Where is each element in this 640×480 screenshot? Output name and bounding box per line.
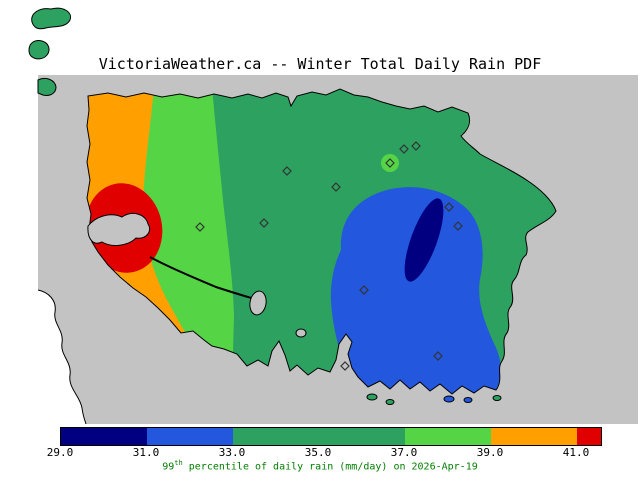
- station-marker: [453, 221, 463, 231]
- station-marker: [340, 361, 350, 371]
- colorbar-segment: [61, 428, 147, 445]
- no-data-land: [38, 290, 86, 424]
- station-markers: [195, 141, 463, 371]
- colorbar-segment: [405, 428, 491, 445]
- small-lake: [295, 328, 307, 338]
- station-marker: [433, 351, 443, 361]
- colorbar-tick: 35.0: [304, 446, 332, 459]
- inlet-channel: [149, 256, 259, 301]
- colorbar-segment: [147, 428, 233, 445]
- station-marker: [411, 141, 421, 151]
- island-fragment: [31, 7, 72, 30]
- colorbar-tick: 31.0: [132, 446, 160, 459]
- island-fragment: [37, 77, 57, 96]
- colorbar-tick: 29.0: [46, 446, 74, 459]
- caption-ordinal: th: [174, 459, 183, 467]
- station-marker: [282, 166, 292, 176]
- contour-region-blue: [330, 187, 501, 394]
- west-bay: [87, 213, 151, 246]
- map-title: VictoriaWeather.ca -- Winter Total Daily…: [98, 55, 542, 73]
- colorbar-caption: 99th percentile of daily rain (mm/day) o…: [0, 459, 640, 472]
- caption-number: 99: [162, 461, 175, 473]
- no-data-coastline: [37, 289, 87, 425]
- island: [385, 399, 395, 405]
- station-marker: [331, 182, 341, 192]
- station-marker: [195, 222, 205, 232]
- coastline: [86, 88, 557, 395]
- island: [443, 395, 455, 403]
- colorbar-segment: [233, 428, 319, 445]
- station-marker: [399, 144, 409, 154]
- island: [492, 395, 502, 401]
- station-marker: [359, 285, 369, 295]
- lake: [249, 290, 267, 316]
- station-marker: [259, 218, 269, 228]
- station-marker: [444, 202, 454, 212]
- island: [366, 393, 378, 401]
- station-marker: [385, 158, 395, 168]
- colorbar-segment: [577, 428, 601, 445]
- colorbar-tick: 39.0: [476, 446, 504, 459]
- island: [463, 397, 473, 403]
- colorbar-tick: 37.0: [390, 446, 418, 459]
- caption-text: percentile of daily rain (mm/day) on 202…: [182, 461, 478, 473]
- island-fragment: [28, 40, 50, 60]
- colorbar: [60, 427, 602, 446]
- colorbar-tick: 33.0: [218, 446, 246, 459]
- colorbar-segment: [491, 428, 577, 445]
- colorbar-segment: [319, 428, 405, 445]
- contour-region-navy: [404, 198, 444, 282]
- colorbar-tick: 41.0: [562, 446, 590, 459]
